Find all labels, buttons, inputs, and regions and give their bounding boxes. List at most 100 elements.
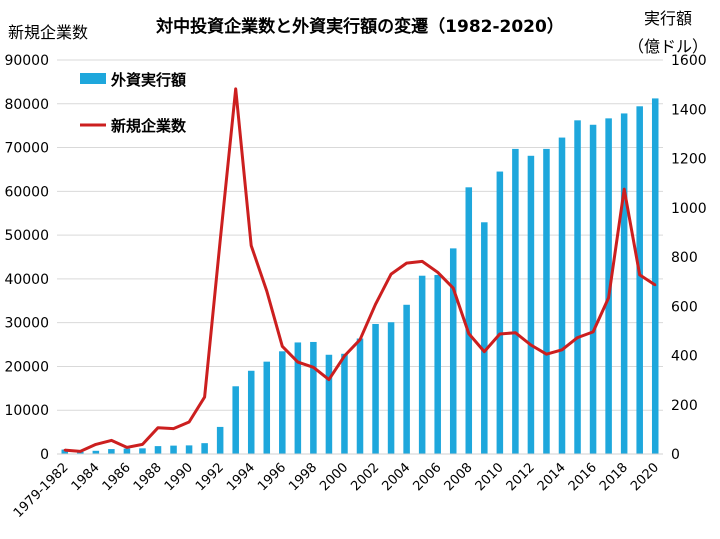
left-tick-label: 20000 — [4, 359, 49, 375]
right-axis-label-line1: 実行額 — [644, 9, 692, 28]
bar-2004 — [403, 304, 410, 454]
legend-line-label: 新規企業数 — [111, 117, 187, 135]
bar-2016 — [589, 124, 597, 455]
line-point-2008 — [467, 332, 470, 335]
left-tick-label: 30000 — [4, 316, 49, 332]
bar-2014 — [558, 137, 566, 454]
bar-2017 — [605, 118, 612, 454]
line-point-1979-1982 — [63, 448, 66, 452]
bar-1994 — [247, 370, 255, 454]
bar-1984 — [92, 450, 100, 454]
legend-bar-swatch — [80, 73, 106, 84]
line-point-1991 — [203, 395, 206, 399]
right-tick-label: 400 — [671, 349, 698, 365]
legend: 外資実行額 新規企業数 — [80, 71, 187, 135]
bar-1999 — [325, 354, 333, 454]
line-point-2016 — [591, 330, 595, 334]
left-tick-label: 40000 — [4, 272, 49, 288]
line-point-1998 — [312, 366, 315, 369]
bar-2013 — [543, 148, 550, 455]
line-point-2004 — [405, 261, 408, 265]
line-point-2007 — [452, 286, 455, 290]
bar-2008 — [465, 187, 473, 454]
right-tick-label: 1000 — [671, 201, 707, 217]
bar-1988 — [154, 446, 162, 454]
bar-2020 — [651, 98, 659, 454]
left-tick-label: 70000 — [4, 141, 49, 157]
left-tick-label: 10000 — [4, 403, 49, 419]
line-point-1997 — [296, 360, 300, 364]
line-point-1995 — [265, 289, 268, 293]
bar-2007 — [449, 248, 457, 454]
line-point-2002 — [374, 303, 377, 306]
right-tick-label: 1200 — [671, 152, 707, 168]
right-axis-ticks: 0 200 400 600 800 1000 1200 1400 1600 — [671, 53, 707, 463]
line-point-2013 — [545, 352, 548, 356]
bar-2005 — [418, 275, 426, 454]
bar-1991 — [201, 443, 208, 454]
line-point-1993 — [234, 87, 237, 91]
bar-1992 — [216, 426, 224, 454]
left-tick-label: 60000 — [4, 184, 49, 200]
line-point-2015 — [576, 336, 579, 339]
bar-2012 — [527, 155, 535, 454]
line-point-1988 — [156, 426, 160, 429]
bar-1998 — [310, 341, 317, 454]
chart-title: 対中投資企業数と外資実行額の変遷（1982-2020） — [155, 16, 564, 37]
line-point-1987 — [141, 443, 144, 446]
legend-bar-label: 外資実行額 — [110, 71, 186, 89]
right-tick-label: 0 — [671, 447, 680, 463]
bar-2001 — [356, 338, 364, 454]
line-point-2020 — [654, 283, 657, 287]
bar-2011 — [512, 148, 519, 455]
bar-1986 — [123, 448, 131, 454]
bar-1996 — [279, 351, 286, 454]
line-point-2014 — [560, 348, 564, 352]
bar-2000 — [341, 353, 348, 454]
line-point-1984 — [94, 443, 98, 446]
bar-1997 — [294, 342, 302, 454]
line-point-2012 — [529, 343, 533, 347]
line-point-1985 — [110, 439, 113, 442]
bar-2010 — [496, 171, 504, 454]
bar-1993 — [232, 386, 239, 454]
line-point-2009 — [483, 350, 486, 353]
left-tick-label: 90000 — [4, 53, 49, 69]
bar-2002 — [372, 323, 379, 454]
bar-1995 — [263, 361, 271, 454]
right-tick-label: 200 — [671, 398, 698, 414]
right-axis-label-line2: （億ドル） — [628, 37, 708, 56]
line-point-2006 — [436, 271, 439, 274]
left-tick-label: 0 — [40, 447, 49, 463]
line-point-2000 — [343, 354, 346, 358]
left-tick-label: 80000 — [4, 97, 49, 113]
left-axis-label: 新規企業数 — [8, 23, 88, 42]
line-point-1983 — [79, 450, 82, 453]
line-point-1994 — [250, 244, 253, 247]
line-point-1999 — [327, 378, 331, 381]
bar-1979-1982 — [61, 449, 69, 454]
bar-2003 — [387, 322, 395, 454]
line-point-1992 — [218, 239, 222, 242]
bar-2009 — [481, 222, 488, 454]
line-point-2019 — [638, 273, 641, 277]
bar-1985 — [108, 449, 115, 454]
line-point-2017 — [607, 296, 610, 299]
line-point-1986 — [125, 446, 129, 449]
bar-1987 — [139, 448, 146, 454]
line-point-2018 — [622, 187, 626, 191]
bar-1989 — [170, 445, 177, 454]
line-point-1990 — [187, 420, 191, 424]
bar-1990 — [185, 445, 193, 454]
bar-2015 — [574, 120, 581, 455]
right-tick-label: 800 — [671, 250, 698, 266]
line-point-1996 — [281, 345, 284, 348]
right-tick-label: 600 — [671, 299, 698, 315]
bar-series-foreign-investment — [61, 98, 659, 455]
left-axis-ticks: 0 10000 20000 30000 40000 50000 60000 70000 8000… — [4, 53, 49, 463]
line-point-2003 — [389, 272, 393, 276]
bar-2019 — [636, 106, 643, 455]
line-point-2001 — [358, 338, 362, 341]
right-tick-label: 1600 — [671, 53, 707, 69]
